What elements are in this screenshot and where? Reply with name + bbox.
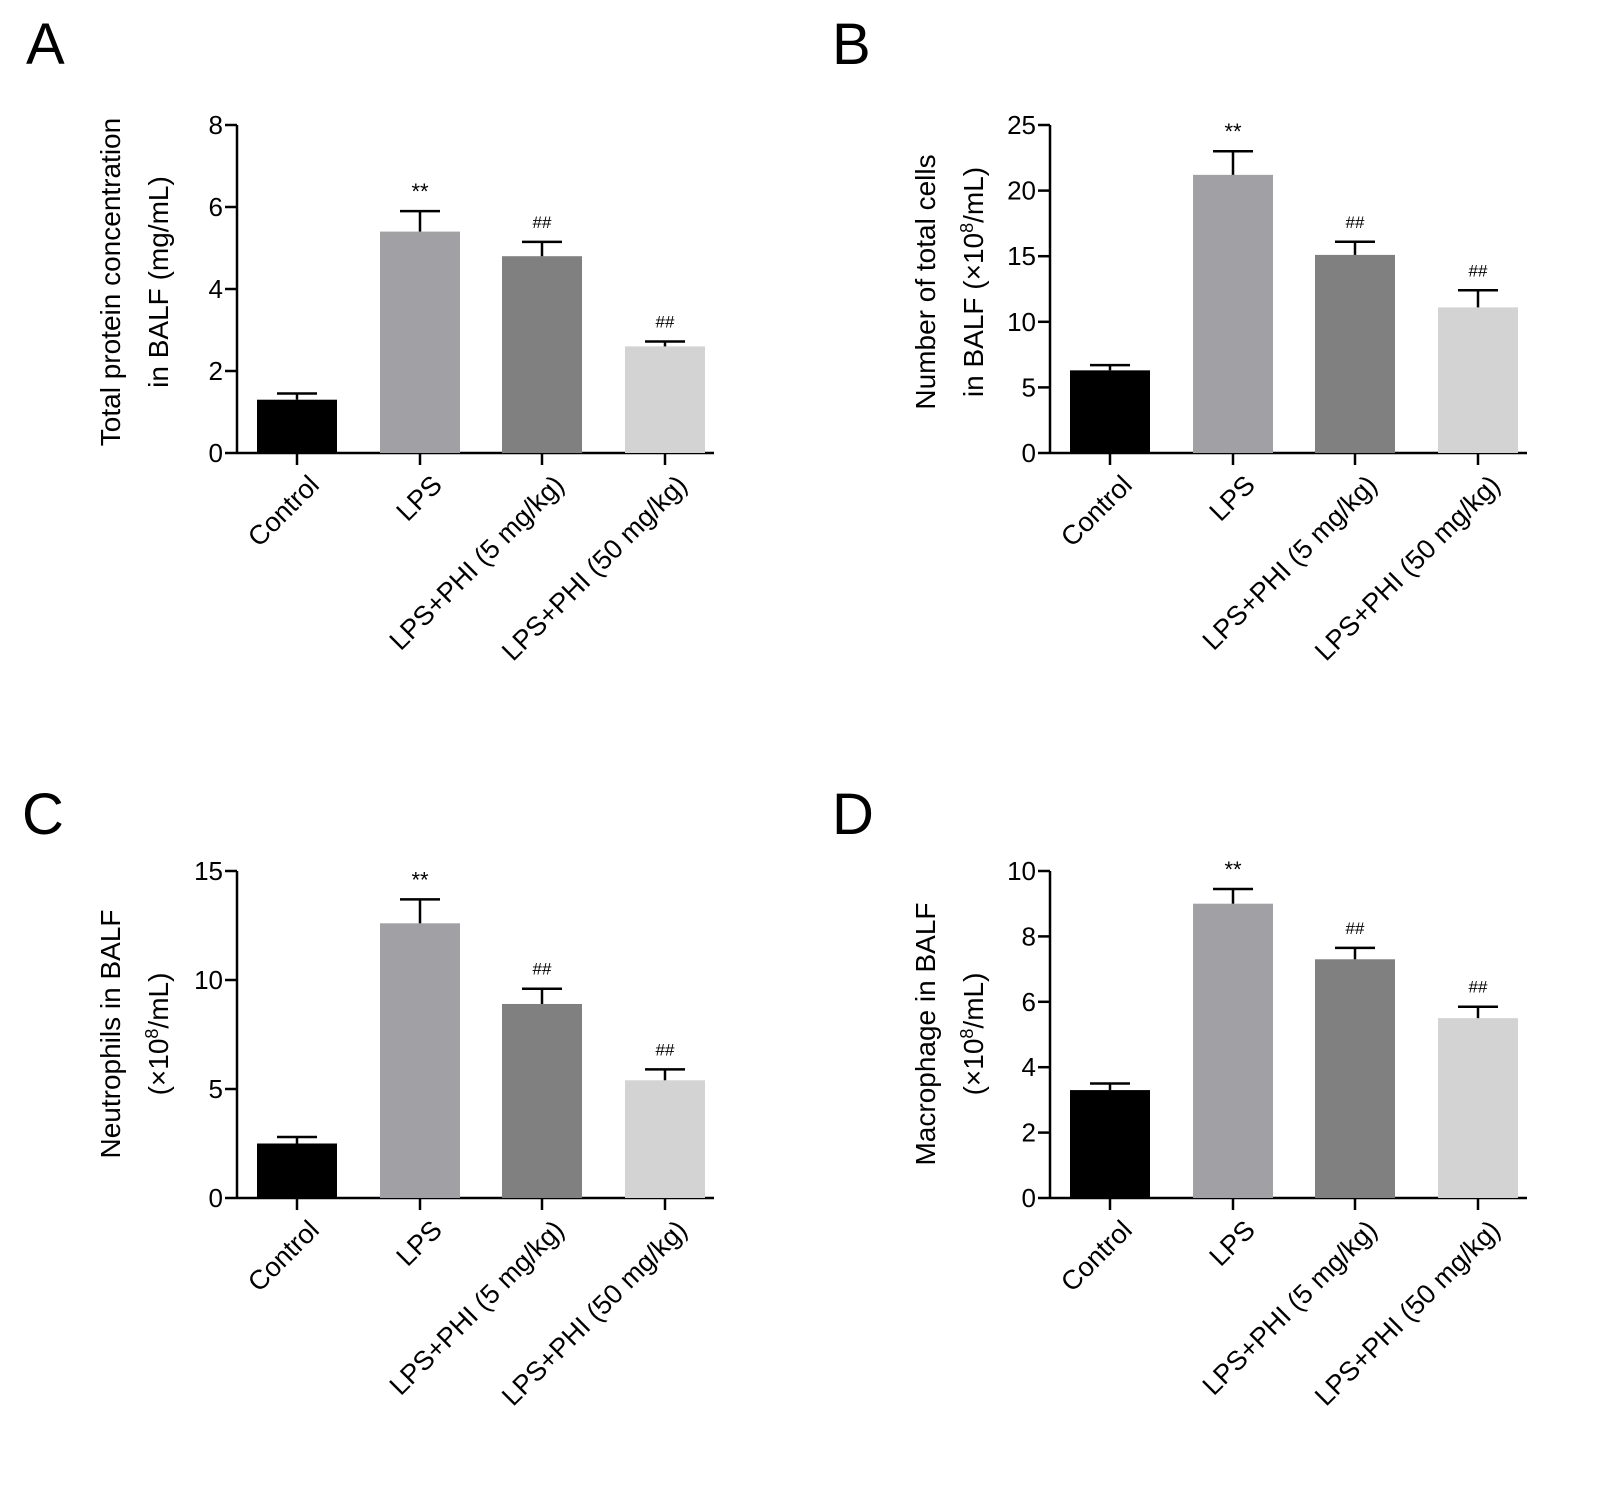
y-tick-label: 10	[1007, 856, 1036, 886]
y-tick-label: 8	[1022, 921, 1036, 951]
bar	[625, 1080, 705, 1198]
panel-c: C 0 5 10 15 Neutrophils in BALF (×108/mL) Cont…	[22, 782, 714, 1411]
y-tick-label: 8	[209, 110, 223, 140]
y-tick-label: 2	[209, 356, 223, 386]
y-axis-title-line: in BALF (×108/mL)	[957, 167, 989, 397]
y-tick-label: 5	[209, 1074, 223, 1104]
significance-label: **	[1224, 119, 1242, 144]
panel-a: A 0 2 4 6 8 Total protein concentration in BAL…	[26, 12, 714, 666]
x-tick-label: Control	[242, 1215, 325, 1298]
y-tick-label: 10	[1007, 307, 1036, 337]
y-tick-label: 15	[194, 856, 223, 886]
y-tick-label: 10	[194, 965, 223, 995]
y-axis-title-line: Total protein concentration	[95, 118, 126, 446]
bar	[257, 399, 337, 453]
panel-b: B 0 5 10 15 20 25 Number of total cells in BALF…	[832, 12, 1527, 666]
y-tick-label: 6	[1022, 987, 1036, 1017]
significance-label: ##	[1346, 919, 1365, 938]
x-tick-label: Control	[1055, 470, 1138, 553]
y-tick-label: 6	[209, 192, 223, 222]
panel-letter-d: D	[832, 782, 874, 847]
bar	[1315, 254, 1395, 453]
y-axis-title-line: Macrophage in BALF	[910, 902, 941, 1165]
y-tick-label: 0	[209, 1183, 223, 1213]
y-tick-label: 5	[1022, 372, 1036, 402]
x-tick-label: LPS	[1204, 1215, 1261, 1272]
y-axis-title-line: Number of total cells	[910, 154, 941, 409]
y-tick-label: 4	[209, 274, 223, 304]
bar	[380, 923, 460, 1198]
bar	[625, 346, 705, 453]
panel-d: D 0 2 4 6 8 10 Macrophage in BALF (×108/mL) Cont…	[832, 782, 1527, 1411]
y-tick-label: 4	[1022, 1052, 1036, 1082]
bar	[380, 231, 460, 453]
y-tick-label: 25	[1007, 110, 1036, 140]
y-tick-label: 2	[1022, 1118, 1036, 1148]
significance-label: ##	[1346, 213, 1365, 232]
x-tick-label: Control	[242, 470, 325, 553]
x-tick-label: LPS	[391, 1215, 448, 1272]
y-tick-label: 15	[1007, 241, 1036, 271]
bar	[1438, 307, 1518, 453]
significance-label: ##	[656, 1040, 675, 1059]
y-axis-title-line: Neutrophils in BALF	[95, 909, 126, 1158]
bar	[502, 256, 582, 453]
significance-label: **	[411, 867, 429, 892]
bar	[1193, 174, 1273, 453]
bar	[1070, 370, 1150, 453]
y-axis-title-line: in BALF (mg/mL)	[143, 176, 174, 388]
y-tick-label: 20	[1007, 176, 1036, 206]
y-tick-label: 0	[1022, 1183, 1036, 1213]
bar	[257, 1143, 337, 1198]
y-axis-title-line: (×108/mL)	[142, 973, 174, 1096]
bar	[1193, 903, 1273, 1198]
significance-label: **	[411, 179, 429, 204]
significance-label: ##	[1469, 978, 1488, 997]
x-tick-label: LPS	[391, 470, 448, 527]
x-tick-label: LPS	[1204, 470, 1261, 527]
significance-label: ##	[533, 960, 552, 979]
bar	[502, 1003, 582, 1198]
y-tick-label: 0	[209, 438, 223, 468]
significance-label: ##	[533, 213, 552, 232]
y-tick-label: 0	[1022, 438, 1036, 468]
panel-letter-a: A	[26, 12, 65, 77]
y-axis-title-line: (×108/mL)	[957, 973, 989, 1096]
significance-label: ##	[656, 312, 675, 331]
panel-letter-b: B	[832, 12, 871, 77]
bar	[1315, 959, 1395, 1198]
bar	[1438, 1018, 1518, 1198]
significance-label: **	[1224, 857, 1242, 882]
bar	[1070, 1090, 1150, 1198]
x-tick-label: Control	[1055, 1215, 1138, 1298]
panel-letter-c: C	[22, 782, 64, 847]
significance-label: ##	[1469, 261, 1488, 280]
